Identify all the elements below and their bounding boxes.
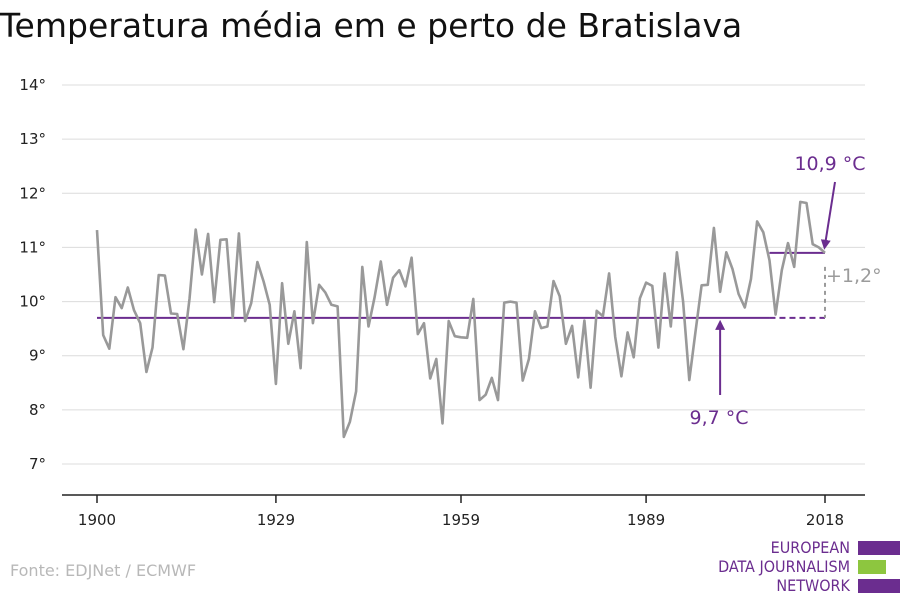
baseline-label: 9,7 °C: [689, 407, 748, 429]
logo-bar-2: [858, 560, 886, 574]
y-tick-label: 11°: [19, 238, 46, 256]
annotations: 9,7 °C 10,9 °C +1,2°: [689, 153, 881, 429]
logo-line-3: NETWORK: [776, 576, 850, 595]
y-tick-label: 9°: [29, 347, 46, 365]
x-tick-label: 1989: [627, 511, 665, 529]
chart-title: Temperatura média em e perto de Bratisla…: [0, 6, 743, 45]
temperature-series-line: [95, 200, 826, 439]
x-tick-label: 1929: [257, 511, 295, 529]
x-tick-label: 2018: [806, 511, 844, 529]
grid-lines: [62, 84, 865, 465]
x-tick-label: 1959: [442, 511, 480, 529]
y-tick-label: 8°: [29, 401, 46, 419]
y-axis-ticks: 7° 8° 9° 10° 11° 12° 13° 14°: [19, 76, 46, 473]
logo-line-1: EUROPEAN: [770, 538, 850, 557]
logo-bar-1: [858, 541, 900, 555]
source-note: Fonte: EDJNet / ECMWF: [10, 561, 197, 580]
y-tick-label: 12°: [19, 184, 46, 202]
y-tick-label: 10°: [19, 293, 46, 311]
edjnet-logo: EUROPEAN DATA JOURNALISM NETWORK: [700, 538, 900, 598]
logo-bar-3: [858, 579, 900, 593]
reference-lines: [97, 251, 826, 319]
x-tick-label: 1900: [78, 511, 116, 529]
recent-label: 10,9 °C: [794, 153, 865, 175]
y-tick-label: 7°: [29, 455, 46, 473]
series-group: [95, 200, 826, 439]
x-axis: 1900 1929 1959 1989 2018: [62, 494, 865, 529]
recent-arrow: [820, 181, 836, 250]
logo-line-2: DATA JOURNALISM: [718, 557, 850, 576]
y-tick-label: 14°: [19, 76, 46, 94]
y-tick-label: 13°: [19, 130, 46, 148]
difference-label: +1,2°: [826, 265, 882, 287]
